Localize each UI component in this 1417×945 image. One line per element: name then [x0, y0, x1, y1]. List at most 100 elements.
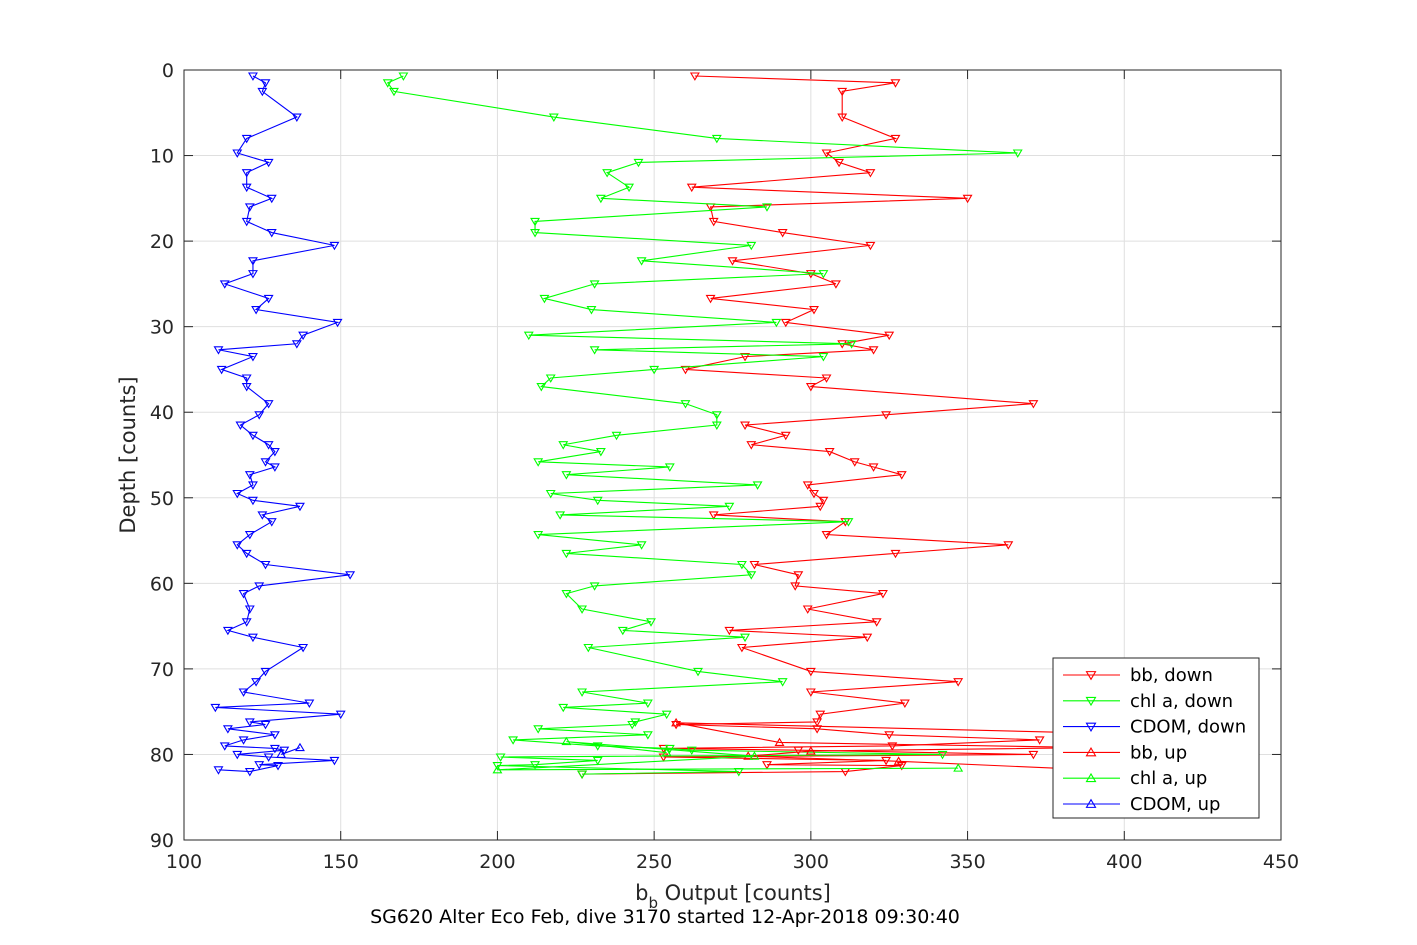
data-point — [1003, 541, 1014, 550]
data-point — [577, 770, 588, 780]
data-point — [244, 531, 255, 540]
data-point — [222, 725, 233, 734]
data-point — [530, 761, 541, 770]
data-point — [536, 383, 547, 392]
data-point — [257, 511, 268, 520]
data-point — [266, 518, 277, 527]
data-point — [953, 678, 964, 687]
data-point — [545, 374, 556, 383]
data-point — [269, 448, 280, 457]
data-point — [263, 441, 274, 450]
data-point — [802, 605, 813, 614]
data-point — [818, 496, 829, 506]
data-point — [592, 742, 603, 751]
data-point — [642, 731, 653, 740]
series-layer — [210, 72, 1098, 780]
data-point — [298, 331, 309, 341]
data-point — [235, 421, 246, 430]
y-tick-label: 50 — [150, 488, 174, 510]
caption: SG620 Alter Eco Feb, dive 3170 started 1… — [370, 906, 960, 928]
data-point — [589, 280, 600, 289]
data-point — [793, 571, 804, 580]
legend-marker — [1085, 747, 1097, 757]
x-tick-label: 100 — [166, 851, 202, 873]
data-point — [398, 72, 409, 81]
series-chl-a-up — [492, 736, 964, 774]
data-point — [693, 667, 703, 677]
data-point — [329, 241, 340, 251]
y-axis-ticks: 0 10 20 30 40 50 60 70 80 90 — [150, 60, 1281, 852]
data-point — [887, 742, 898, 751]
series-chl-a-down — [382, 72, 1023, 780]
x-tick-label: 250 — [636, 851, 672, 873]
data-point — [815, 710, 826, 720]
data-point — [805, 383, 816, 392]
data-point — [213, 346, 224, 355]
data-point — [263, 158, 274, 168]
x-tick-label: 400 — [1106, 851, 1142, 873]
y-tick-label: 60 — [150, 573, 174, 595]
data-point — [602, 169, 613, 178]
legend-label: chl a, up — [1130, 768, 1207, 789]
data-point — [877, 590, 888, 599]
data-point — [210, 703, 221, 713]
data-point — [241, 134, 252, 144]
data-point — [633, 158, 644, 168]
data-point — [592, 756, 603, 766]
data-point — [834, 158, 845, 168]
data-point — [865, 169, 876, 178]
data-point — [589, 582, 600, 591]
legend-item: chl a, up — [1063, 768, 1207, 789]
data-point — [771, 318, 782, 328]
data-point — [636, 541, 647, 550]
data-point — [736, 643, 747, 653]
data-point — [890, 79, 901, 88]
y-tick-label: 20 — [150, 231, 174, 253]
data-point — [830, 280, 841, 289]
data-point — [251, 678, 262, 687]
data-point — [279, 746, 290, 756]
data-point — [335, 710, 346, 720]
y-tick-label: 10 — [150, 146, 174, 168]
data-point — [899, 699, 910, 708]
data-point — [213, 766, 224, 775]
legend-marker — [1085, 798, 1097, 808]
data-point — [492, 764, 503, 774]
data-point — [962, 194, 973, 204]
data-point — [247, 353, 258, 362]
data-point — [680, 400, 691, 409]
data-point — [937, 750, 948, 760]
data-point — [1034, 736, 1045, 745]
data-point — [680, 365, 691, 375]
data-point — [780, 431, 791, 441]
data-point — [273, 762, 283, 771]
data-point — [617, 626, 628, 636]
data-point — [247, 496, 258, 506]
data-point — [777, 229, 788, 238]
data-point — [241, 183, 252, 193]
data-point — [254, 411, 265, 420]
data-point — [661, 710, 672, 720]
data-point — [705, 294, 716, 304]
data-point — [846, 340, 857, 349]
data-point — [740, 633, 750, 643]
data-point — [749, 560, 760, 570]
data-point — [746, 241, 757, 251]
data-point — [630, 718, 641, 727]
data-point — [523, 331, 534, 341]
y-tick-label: 90 — [150, 830, 174, 852]
legend-item: CDOM, down — [1063, 717, 1246, 738]
legend-label: bb, up — [1130, 742, 1187, 763]
data-point — [843, 518, 854, 527]
data-point — [269, 744, 280, 754]
data-point — [865, 241, 876, 251]
data-point — [266, 229, 277, 238]
data-point — [586, 306, 597, 315]
series-cdom-up — [276, 742, 305, 758]
data-point — [238, 736, 249, 745]
x-tick-label: 200 — [479, 851, 515, 873]
legend-marker — [1085, 772, 1097, 783]
x-axis-label: bb Output [counts] — [635, 881, 831, 912]
data-point — [868, 463, 879, 472]
data-point — [266, 194, 277, 204]
